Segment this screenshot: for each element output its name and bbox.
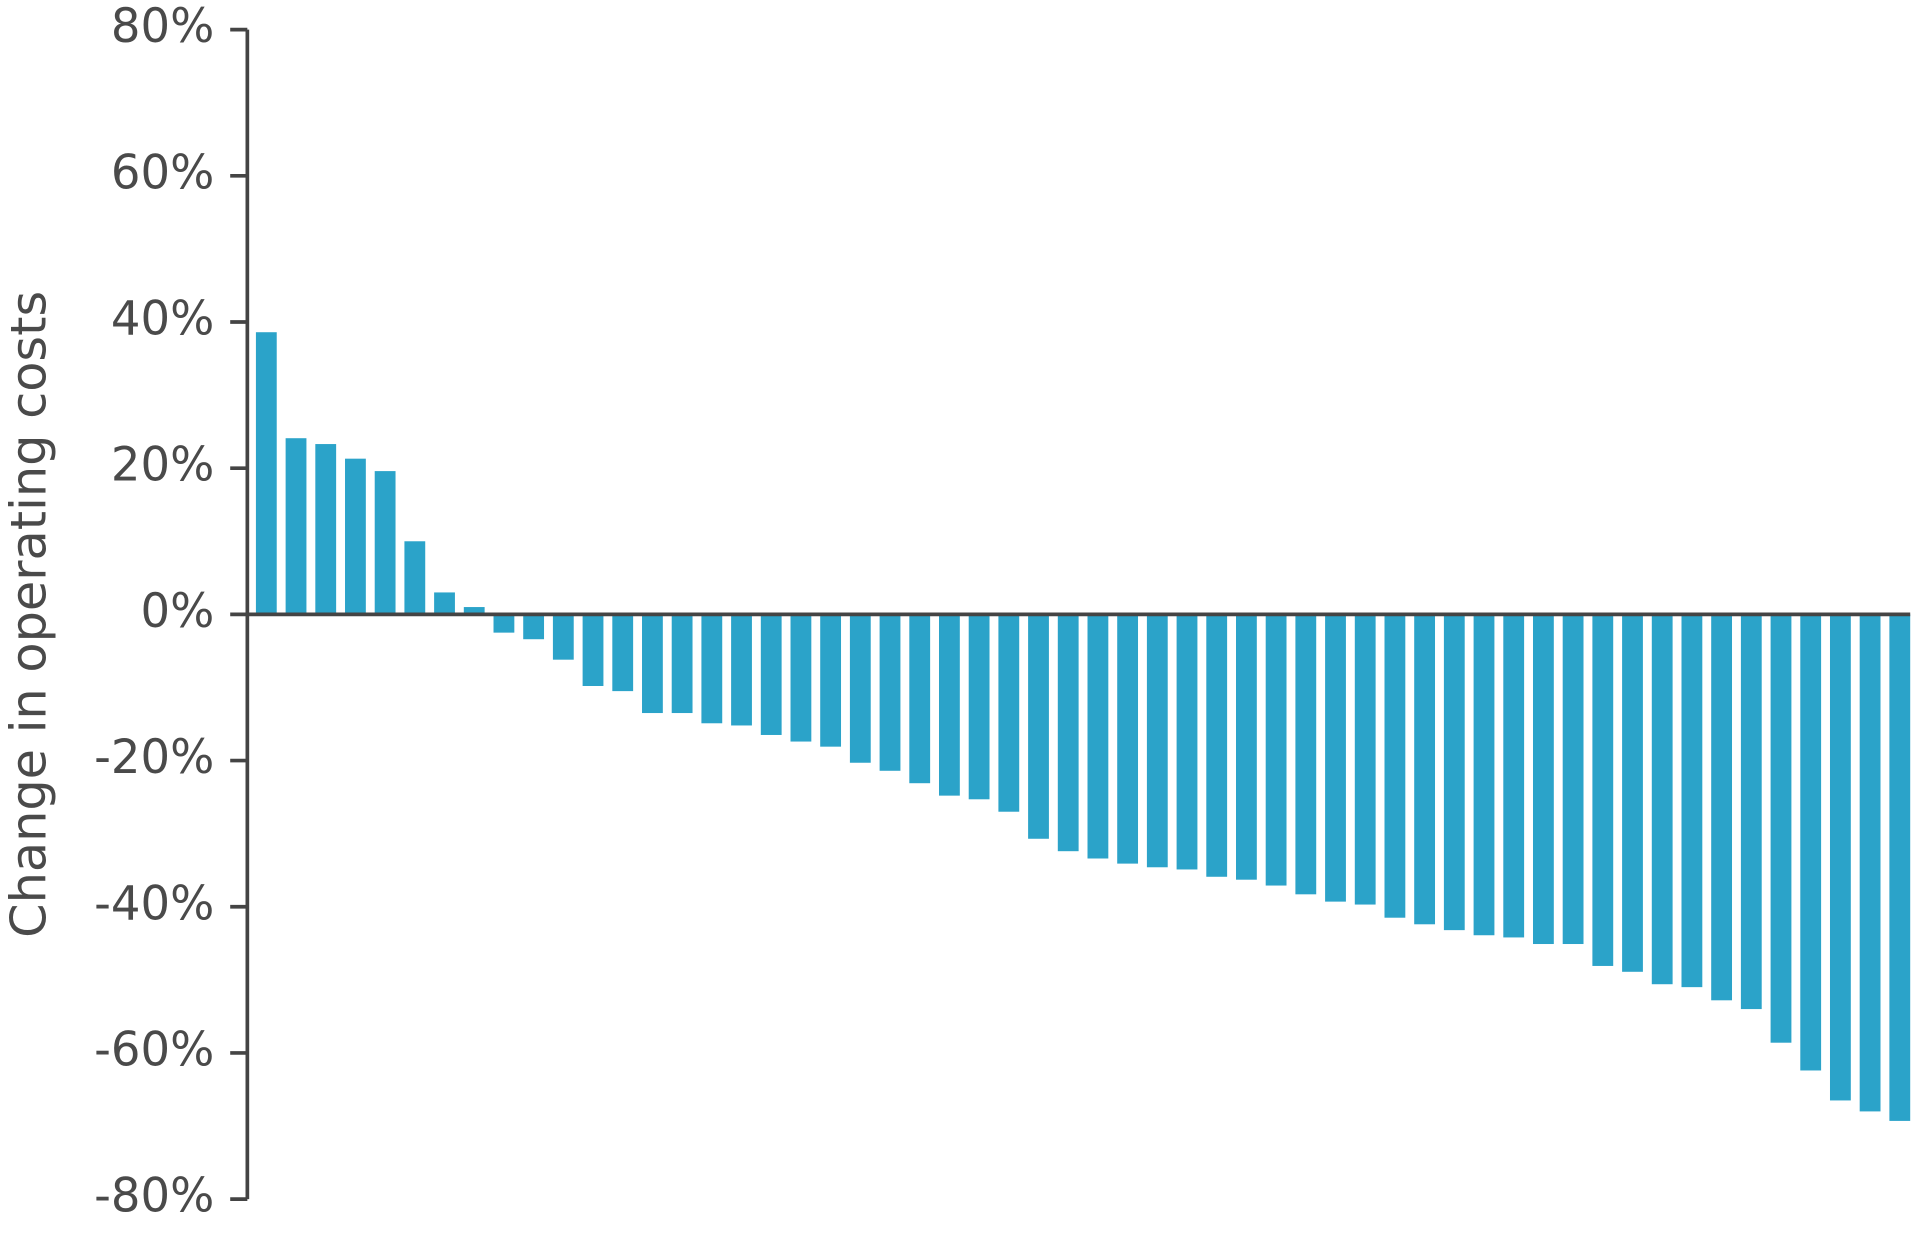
bar xyxy=(1087,614,1109,859)
bar xyxy=(1414,614,1436,925)
bar xyxy=(731,614,752,726)
y-tick-label: 40% xyxy=(111,292,214,346)
bar xyxy=(1622,614,1643,972)
bar xyxy=(968,614,990,800)
bar xyxy=(998,614,1020,812)
bar xyxy=(879,614,901,771)
bar xyxy=(374,471,396,615)
bar xyxy=(1503,614,1525,938)
bar xyxy=(1770,614,1792,1043)
bar xyxy=(1384,614,1406,918)
bar xyxy=(671,614,693,714)
bar xyxy=(1681,614,1703,988)
bar xyxy=(1562,614,1584,945)
bar xyxy=(939,614,960,796)
bar xyxy=(523,614,545,640)
bar xyxy=(642,614,663,714)
bar xyxy=(1473,614,1495,936)
bar xyxy=(1295,614,1317,895)
bar xyxy=(1325,614,1346,902)
bar xyxy=(612,614,634,692)
bar xyxy=(1592,614,1614,966)
bar xyxy=(701,614,723,724)
bar xyxy=(1443,614,1465,931)
bar xyxy=(820,614,842,747)
y-tick-label: 20% xyxy=(111,439,214,493)
bar xyxy=(1354,614,1376,905)
y-axis-label: Change in operating costs xyxy=(0,291,57,938)
bar xyxy=(1800,614,1822,1071)
bar xyxy=(1057,614,1079,852)
bar xyxy=(1176,614,1198,870)
bar xyxy=(1265,614,1287,886)
bar xyxy=(790,614,812,742)
bar xyxy=(1028,614,1049,839)
bar xyxy=(315,444,337,615)
y-tick-label: 60% xyxy=(111,146,214,200)
bar xyxy=(1889,614,1911,1121)
bar xyxy=(493,614,515,633)
y-tick-label: -80% xyxy=(94,1170,214,1224)
bar xyxy=(345,458,366,615)
y-tick-label: -40% xyxy=(94,877,214,931)
y-tick-label: -20% xyxy=(94,731,214,785)
bar xyxy=(552,614,574,660)
bar xyxy=(1651,614,1673,985)
bar xyxy=(255,332,277,615)
bar xyxy=(582,614,604,686)
bar xyxy=(285,438,307,615)
y-tick-label: -60% xyxy=(94,1023,214,1077)
bar xyxy=(909,614,931,784)
bar xyxy=(404,541,426,615)
bar xyxy=(1859,614,1881,1112)
bar xyxy=(1117,614,1139,864)
bar xyxy=(1206,614,1228,877)
bar xyxy=(1740,614,1762,1010)
bar xyxy=(463,607,485,615)
bar xyxy=(1236,614,1257,880)
bar xyxy=(760,614,782,735)
y-tick-label: 80% xyxy=(111,0,214,54)
bar xyxy=(1711,614,1733,1001)
bar xyxy=(849,614,871,763)
bar xyxy=(434,592,455,615)
bar xyxy=(1146,614,1168,868)
bar xyxy=(1829,614,1851,1101)
bar xyxy=(1532,614,1554,945)
y-tick-label: 0% xyxy=(140,585,214,639)
